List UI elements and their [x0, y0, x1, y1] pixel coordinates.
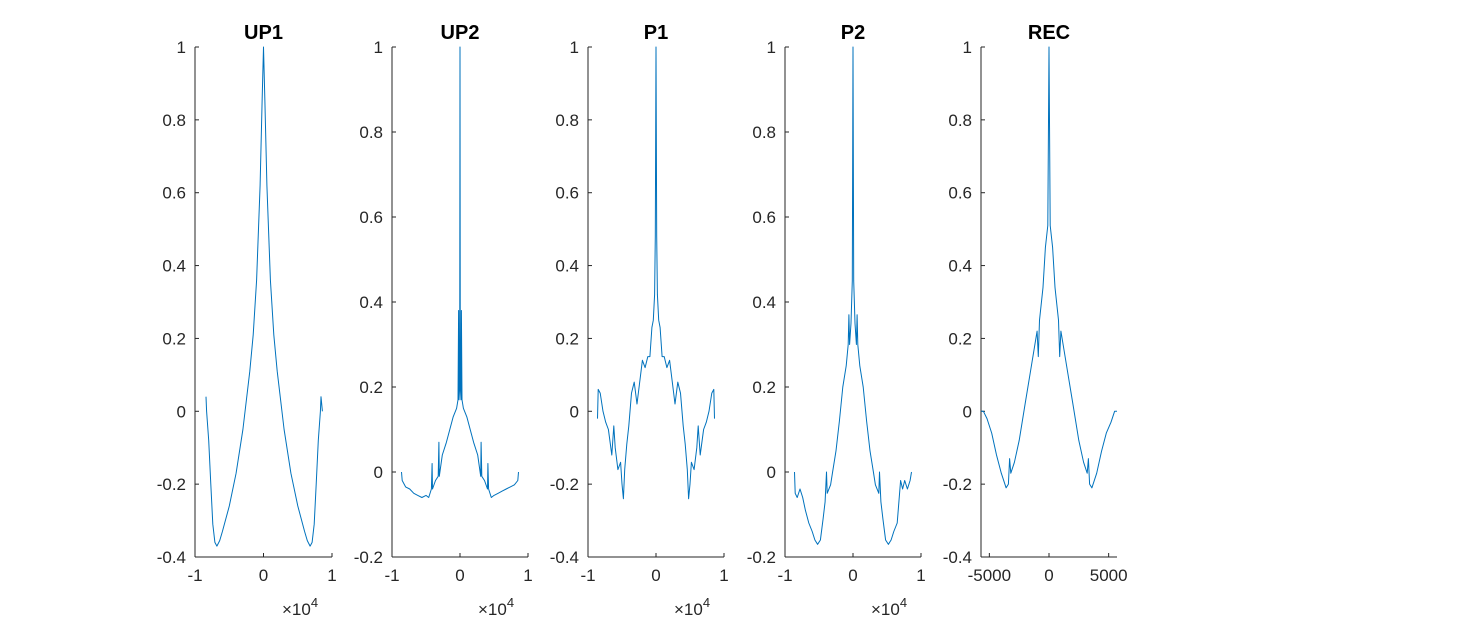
- y-tick-label: 0.6: [752, 208, 776, 227]
- y-tick-label: -0.4: [550, 548, 579, 567]
- y-tick-label: -0.4: [157, 548, 186, 567]
- y-tick-label: -0.2: [747, 548, 776, 567]
- y-tick-label: 0.4: [948, 257, 972, 276]
- series-line-p1: [597, 46, 715, 500]
- x-tick-label: -5000: [968, 566, 1011, 585]
- y-tick-label: 1: [570, 38, 579, 57]
- y-tick-label: 0.4: [555, 257, 579, 276]
- y-tick-label: 0.8: [162, 111, 186, 130]
- y-tick-label: 0.6: [948, 184, 972, 203]
- x-exponent-label: ×104: [282, 595, 318, 619]
- x-tick-label: 1: [327, 566, 336, 585]
- y-tick-label: -0.2: [354, 548, 383, 567]
- series-line-up2: [401, 46, 519, 498]
- y-tick-label: 0.4: [359, 293, 383, 312]
- y-tick-label: 1: [767, 38, 776, 57]
- subplot-panels: -0.4-0.200.20.40.60.81-1 0 1×104UP1-0.200.…: [157, 22, 1128, 619]
- y-tick-label: 0.2: [752, 378, 776, 397]
- times-ten-symbol: ×10: [674, 600, 703, 619]
- y-tick-label: 0.2: [359, 378, 383, 397]
- x-tick-label: 0: [848, 566, 857, 585]
- y-tick-label: 1: [177, 38, 186, 57]
- x-exponent-value: 4: [507, 595, 514, 610]
- x-exponent-value: 4: [900, 595, 907, 610]
- y-tick-label: -0.2: [157, 475, 186, 494]
- series-line-rec: [981, 46, 1117, 489]
- y-tick-label: 0: [177, 402, 186, 421]
- x-exponent-label: ×104: [871, 595, 907, 619]
- x-tick-label: -1: [777, 566, 792, 585]
- y-tick-label: 0.6: [162, 184, 186, 203]
- y-tick-label: -0.2: [550, 475, 579, 494]
- y-tick-label: -0.2: [943, 475, 972, 494]
- x-tick-label: 0: [455, 566, 464, 585]
- y-tick-label: 1: [374, 38, 383, 57]
- x-tick-label: 1: [523, 566, 532, 585]
- subplot-rec: -0.4 -0.2 0 0.2 0.4 0.6 0.8 1 -5000 0 5000 REC: [943, 22, 1128, 585]
- x-tick-label: -1: [384, 566, 399, 585]
- x-tick-label: -1: [187, 566, 202, 585]
- y-tick-label: 0: [570, 402, 579, 421]
- y-tick-label: 0.4: [752, 293, 776, 312]
- y-tick-label: -0.4: [943, 548, 972, 567]
- subplot-title: UP1: [244, 22, 283, 44]
- y-tick-label: 0: [374, 463, 383, 482]
- x-tick-label: 1: [719, 566, 728, 585]
- subplot-p1: -0.4 -0.2 0 0.2 0.4 0.6 0.8 1 -1 0 1 ×104 P1: [550, 22, 729, 619]
- x-tick-label: 0: [651, 566, 660, 585]
- x-exponent-label: ×104: [478, 595, 514, 619]
- series-line-up1: [205, 46, 323, 547]
- subplot-title: REC: [1028, 22, 1070, 44]
- x-exponent-value: 4: [703, 595, 710, 610]
- subplot-up1: -0.4 -0.2 0 0.2 0.4 0.6 0.8 1 -1 0 1 ×104 UP1: [157, 22, 337, 619]
- x-exponent-label: ×104: [674, 595, 710, 619]
- y-tick-label: 0.2: [555, 329, 579, 348]
- times-ten-symbol: ×10: [478, 600, 507, 619]
- times-ten-symbol: ×10: [871, 600, 900, 619]
- y-tick-label: 0.6: [359, 208, 383, 227]
- subplot-title: P1: [644, 22, 668, 44]
- x-tick-label: 0: [259, 566, 268, 585]
- series-line-p2: [794, 46, 912, 545]
- x-tick-label: 0: [1044, 566, 1053, 585]
- y-tick-label: 0.8: [555, 111, 579, 130]
- x-tick-label: 1: [916, 566, 925, 585]
- subplot-up2: -0.2 0 0.2 0.4 0.6 0.8 1 -1 0 1 ×104 UP2: [354, 22, 533, 619]
- subplot-title: P2: [841, 22, 865, 44]
- y-tick-label: 0.8: [752, 123, 776, 142]
- y-tick-label: 0.8: [948, 111, 972, 130]
- times-ten-symbol: ×10: [282, 600, 311, 619]
- y-tick-label: 0: [963, 402, 972, 421]
- y-tick-label: 0.2: [948, 329, 972, 348]
- y-tick-label: 0.4: [162, 257, 186, 276]
- x-exponent-value: 4: [311, 595, 318, 610]
- y-tick-label: 0.8: [359, 123, 383, 142]
- subplot-title: UP2: [441, 22, 480, 44]
- x-tick-label: 5000: [1090, 566, 1128, 585]
- y-tick-label: 0: [767, 463, 776, 482]
- subplot-p2: -0.2 0 0.2 0.4 0.6 0.8 1 -1 0 1 ×104 P2: [747, 22, 926, 619]
- x-tick-label: -1: [580, 566, 595, 585]
- y-tick-label: 0.2: [162, 329, 186, 348]
- y-tick-label: 1: [963, 38, 972, 57]
- y-tick-label: 0.6: [555, 184, 579, 203]
